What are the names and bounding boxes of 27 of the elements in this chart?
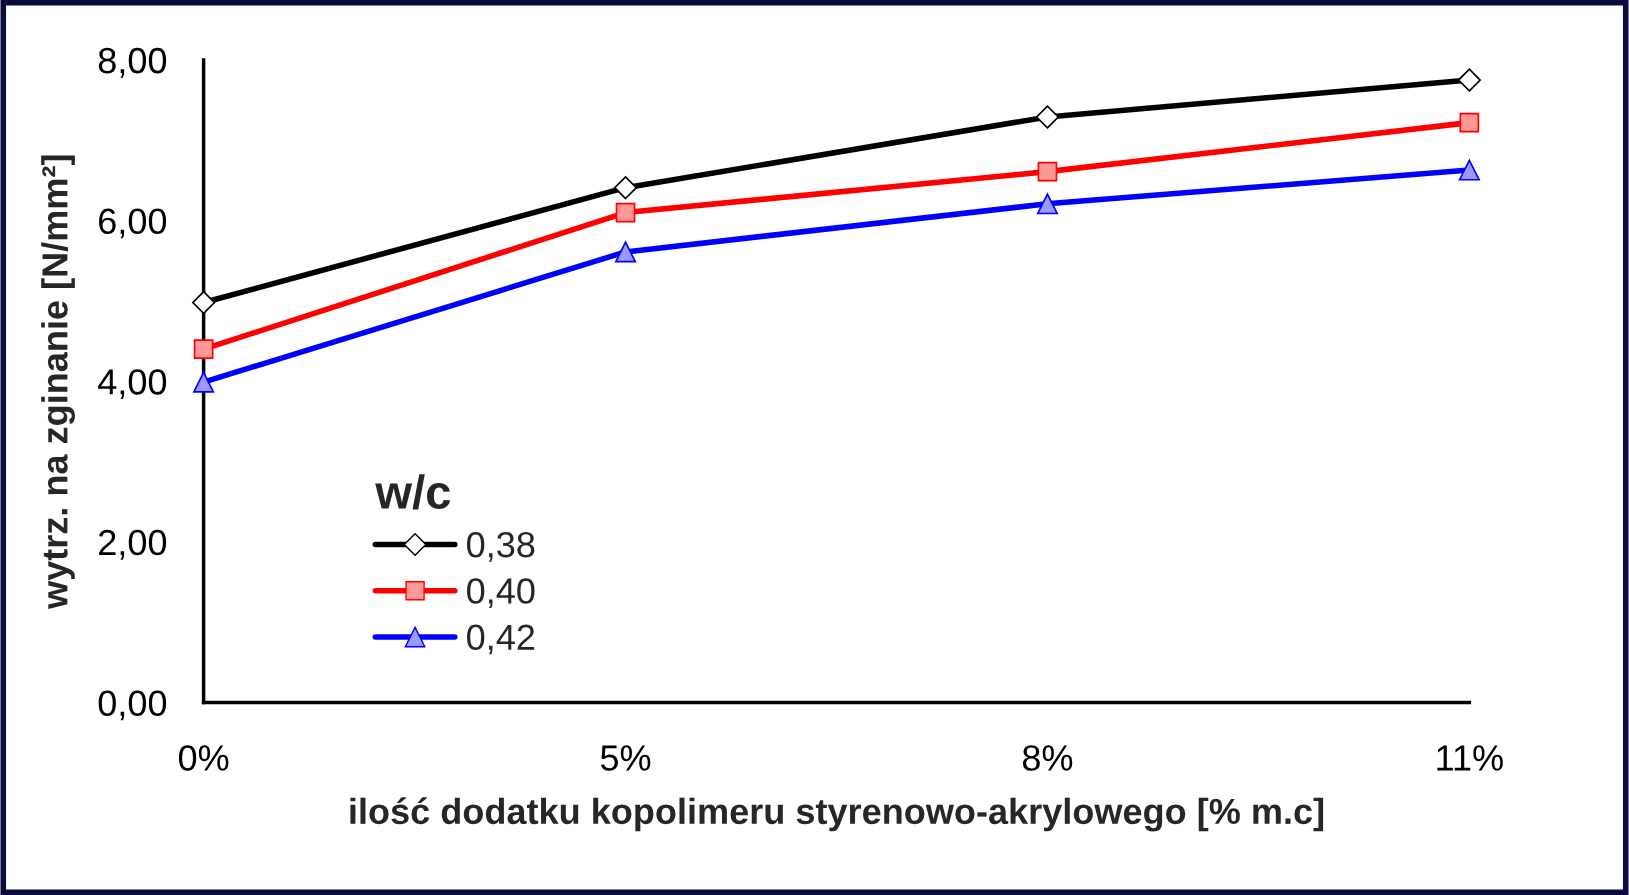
y-axis-title: wytrz. na zginanie [N/mm²]: [41, 155, 76, 610]
point: [615, 202, 636, 223]
point: [614, 241, 637, 263]
point: [1457, 68, 1481, 92]
legend-title: w/c: [375, 474, 451, 510]
point: [193, 339, 214, 360]
point: [191, 290, 216, 315]
y-tick-label: 2,00: [99, 529, 167, 560]
y-tick-label: 0,00: [98, 690, 167, 721]
x-tick-label: 0%: [178, 745, 229, 771]
x-axis-title: ilość dodatku kopolimeru styrenowo-akrylowego [% m.c]: [350, 797, 1324, 832]
point: [1458, 159, 1480, 181]
x-tick-label: 5%: [600, 745, 651, 771]
y-tick-label: 6,00: [99, 208, 167, 239]
legend-label: 0,40: [467, 578, 535, 609]
point: [193, 371, 215, 393]
point: [1459, 112, 1480, 133]
point: [1035, 105, 1060, 129]
point: [1037, 161, 1058, 182]
y-tick-label: 4,00: [98, 369, 167, 399]
x-tick-label: 8%: [1022, 745, 1073, 771]
point: [613, 176, 638, 200]
y-tick-label: 8,00: [98, 47, 167, 78]
legend-label: 0,42: [467, 624, 535, 655]
x-tick-label: 11%: [1437, 745, 1503, 771]
point: [1036, 193, 1059, 215]
legend-label: 0,38: [467, 531, 535, 562]
